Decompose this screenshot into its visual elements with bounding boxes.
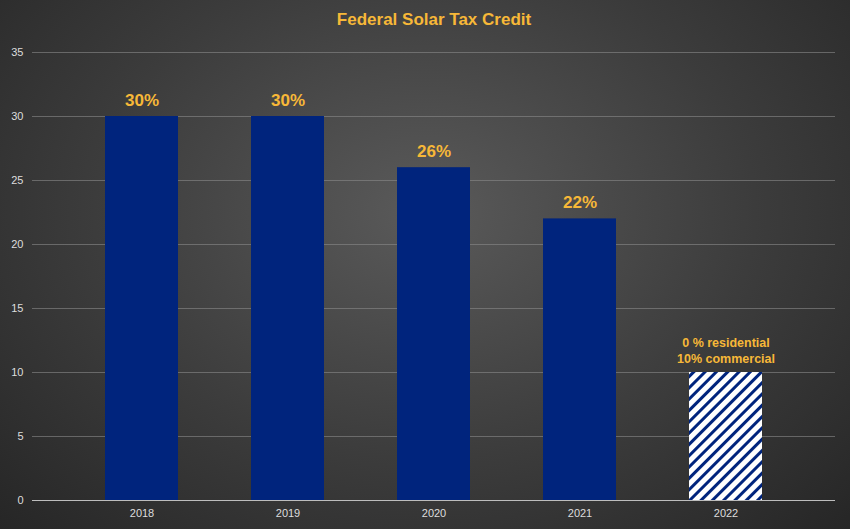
svg-text:35: 35 — [11, 46, 23, 58]
svg-text:20: 20 — [11, 238, 23, 250]
svg-text:10: 10 — [11, 366, 23, 378]
svg-text:2019: 2019 — [276, 507, 300, 519]
svg-text:0: 0 — [17, 494, 23, 506]
svg-text:25: 25 — [11, 174, 23, 186]
svg-text:0 % residential10% commercial: 0 % residential10% commercial — [677, 336, 775, 366]
svg-text:26%: 26% — [417, 142, 451, 161]
svg-text:2020: 2020 — [422, 507, 446, 519]
svg-text:2018: 2018 — [130, 507, 154, 519]
svg-text:15: 15 — [11, 302, 23, 314]
svg-text:5: 5 — [17, 430, 23, 442]
svg-text:30%: 30% — [271, 91, 305, 110]
svg-text:2022: 2022 — [714, 507, 738, 519]
svg-text:30: 30 — [11, 110, 23, 122]
svg-text:2021: 2021 — [568, 507, 592, 519]
svg-text:22%: 22% — [563, 193, 597, 212]
svg-text:30%: 30% — [125, 91, 159, 110]
svg-text:Federal Solar Tax Credit: Federal Solar Tax Credit — [337, 10, 532, 29]
